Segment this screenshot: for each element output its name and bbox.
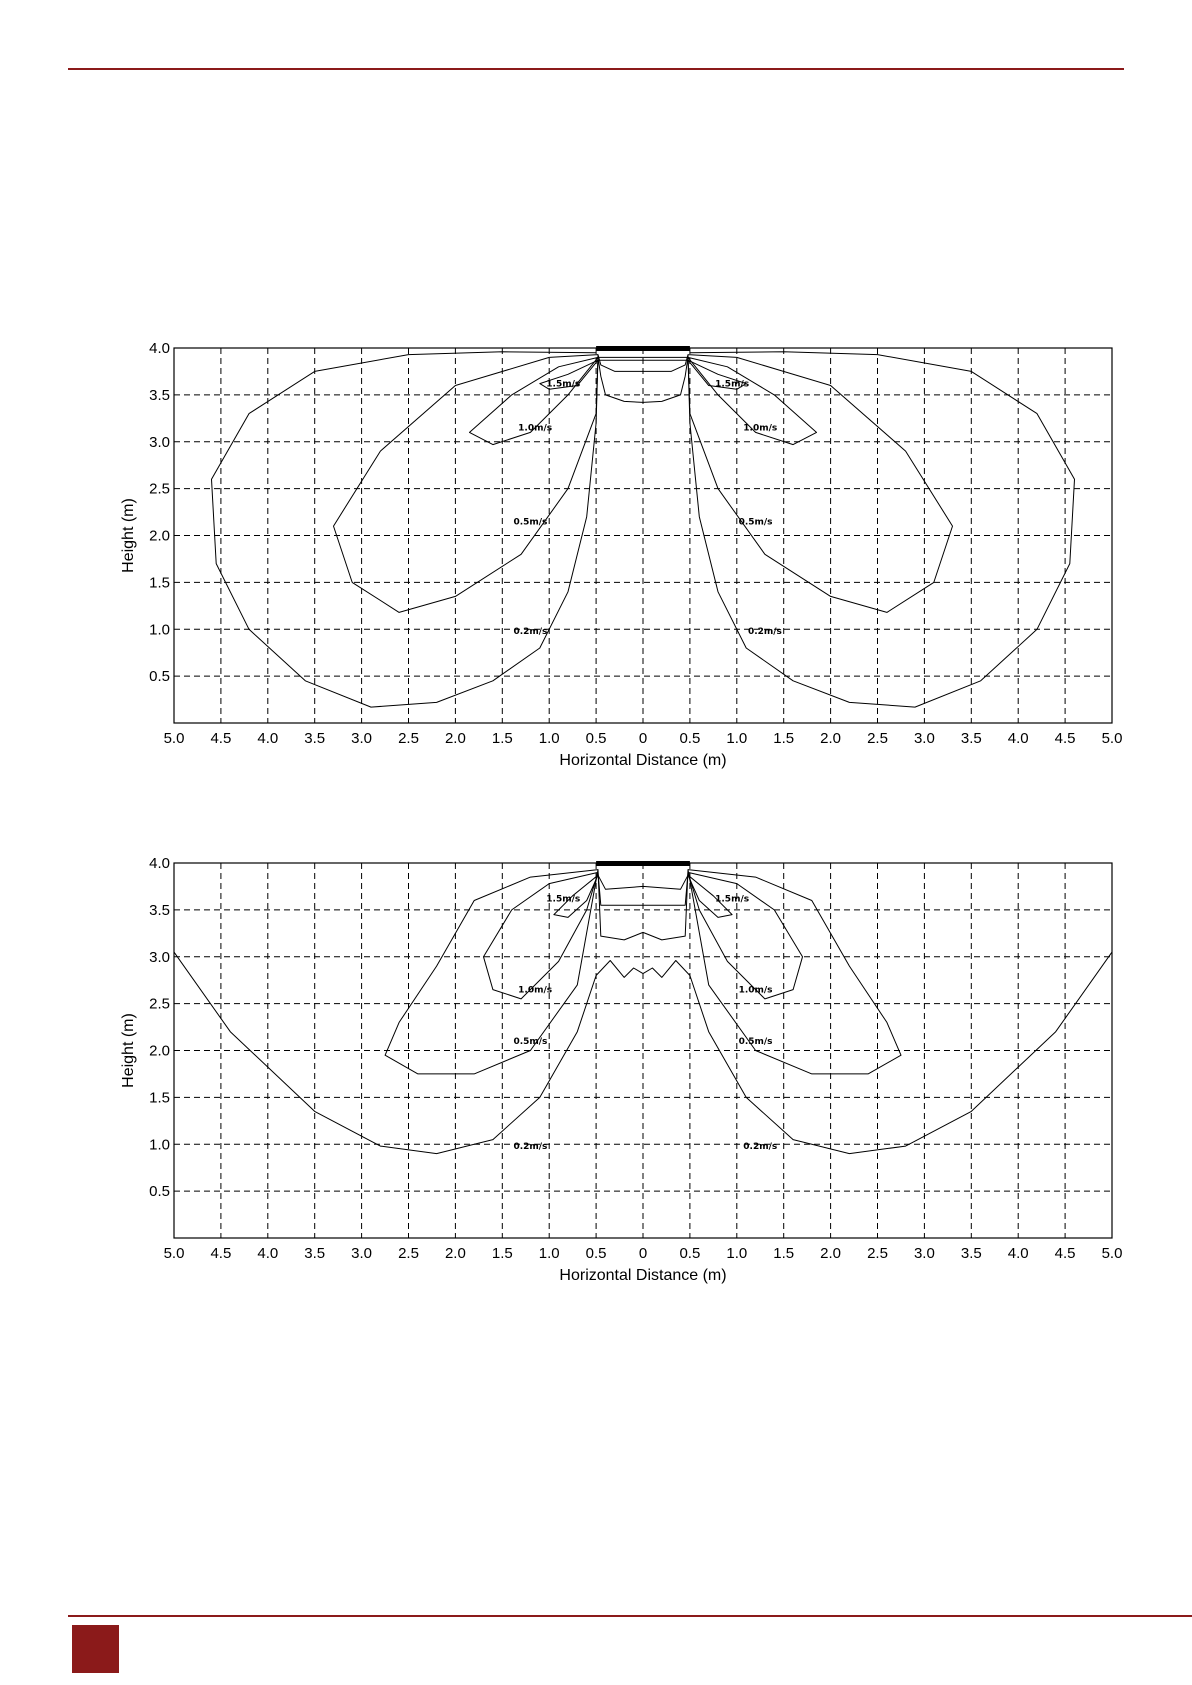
y-tick-label: 3.0 xyxy=(149,434,170,451)
contour-label: 1.5m/s xyxy=(546,895,580,905)
x-tick-label: 5.0 xyxy=(1102,1245,1123,1262)
y-tick-label: 0.5 xyxy=(149,1183,170,1200)
y-tick-label: 0.5 xyxy=(149,668,170,685)
contour-line xyxy=(469,356,817,446)
x-tick-label: 4.5 xyxy=(210,1245,231,1262)
contour-chart-1: 5.0 4.5 4.0 3.5 3.0 2.5 2.0 1.5 1.0 0.5 0 0.5 1.0 1.5… xyxy=(120,340,1123,769)
contour-label: 0.2m/s xyxy=(513,1142,547,1152)
contour-line xyxy=(173,951,1113,1155)
contour-line xyxy=(211,351,1075,708)
x-tick-label: 2.0 xyxy=(820,1245,841,1262)
air-curtain-source-bar xyxy=(596,861,690,866)
x-tick-label: 0.5 xyxy=(679,1245,700,1262)
x-tick-label: 5.0 xyxy=(164,730,185,747)
y-tick-label: 1.0 xyxy=(149,1136,170,1153)
contour-label: 0.2m/s xyxy=(743,1142,777,1152)
y-axis-label: Height (m) xyxy=(120,1013,137,1088)
x-tick-label: 4.0 xyxy=(257,730,278,747)
y-tick-label: 1.0 xyxy=(149,621,170,638)
contour-chart-2: 5.0 4.5 4.0 3.5 3.0 2.5 2.0 1.5 1.0 0.5 0 0.5 1.0 1.5… xyxy=(120,855,1123,1284)
y-tick-label: 3.0 xyxy=(149,949,170,966)
x-tick-label: 3.5 xyxy=(304,1245,325,1262)
contour-label: 0.5m/s xyxy=(513,517,547,527)
x-tick-label: 2.5 xyxy=(867,1245,888,1262)
contour-line xyxy=(483,871,803,1000)
x-tick-label: 0 xyxy=(639,730,647,747)
x-tick-label: 4.5 xyxy=(210,730,231,747)
x-tick-label: 2.0 xyxy=(445,730,466,747)
footer-rule xyxy=(68,1615,1192,1617)
x-tick-label: 4.0 xyxy=(1008,1245,1029,1262)
y-tick-label: 1.5 xyxy=(149,574,170,591)
x-tick-label: 3.5 xyxy=(961,1245,982,1262)
contour-label: 1.0m/s xyxy=(518,424,552,434)
x-tick-label: 3.0 xyxy=(351,730,372,747)
y-tick-label: 3.5 xyxy=(149,387,170,404)
x-axis-label: Horizontal Distance (m) xyxy=(559,752,726,769)
contour-label: 1.0m/s xyxy=(739,986,773,996)
y-tick-label: 4.0 xyxy=(149,340,170,357)
x-tick-label: 4.5 xyxy=(1055,730,1076,747)
x-tick-label: 2.5 xyxy=(867,730,888,747)
contour-label: 1.5m/s xyxy=(715,895,749,905)
contour-label: 0.5m/s xyxy=(739,517,773,527)
footer-marker xyxy=(72,1625,119,1673)
x-tick-label: 4.0 xyxy=(257,1245,278,1262)
y-tick-label: 2.0 xyxy=(149,1043,170,1060)
y-tick-label: 2.5 xyxy=(149,996,170,1013)
contour-line xyxy=(539,359,747,390)
x-tick-label: 2.0 xyxy=(445,1245,466,1262)
contour-label: 1.5m/s xyxy=(715,380,749,390)
y-tick-label: 3.5 xyxy=(149,902,170,919)
x-tick-label: 4.0 xyxy=(1008,730,1029,747)
contour-line xyxy=(333,354,953,613)
x-tick-label: 0.5 xyxy=(586,1245,607,1262)
x-tick-label: 1.5 xyxy=(773,730,794,747)
x-tick-label: 1.5 xyxy=(492,730,513,747)
air-curtain-source-bar xyxy=(596,346,690,351)
x-tick-label: 1.5 xyxy=(773,1245,794,1262)
x-tick-label: 3.5 xyxy=(961,730,982,747)
x-tick-label: 2.5 xyxy=(398,1245,419,1262)
contour-label: 0.5m/s xyxy=(739,1037,773,1047)
x-tick-label: 1.0 xyxy=(726,730,747,747)
x-tick-label: 3.0 xyxy=(351,1245,372,1262)
contour-line xyxy=(553,874,733,918)
contour-label: 1.5m/s xyxy=(546,380,580,390)
y-tick-label: 4.0 xyxy=(149,855,170,872)
y-tick-label: 2.5 xyxy=(149,481,170,498)
x-tick-label: 0 xyxy=(639,1245,647,1262)
contour-line xyxy=(384,869,902,1075)
header-rule xyxy=(68,68,1124,70)
x-tick-label: 3.0 xyxy=(914,730,935,747)
x-tick-label: 4.5 xyxy=(1055,1245,1076,1262)
x-tick-label: 1.5 xyxy=(492,1245,513,1262)
x-tick-label: 1.0 xyxy=(726,1245,747,1262)
x-tick-label: 0.5 xyxy=(679,730,700,747)
y-axis-label: Height (m) xyxy=(120,498,137,573)
x-tick-label: 1.0 xyxy=(539,1245,560,1262)
y-tick-label: 1.5 xyxy=(149,1089,170,1106)
x-tick-label: 0.5 xyxy=(586,730,607,747)
x-tick-label: 2.5 xyxy=(398,730,419,747)
x-tick-label: 1.0 xyxy=(539,730,560,747)
x-tick-label: 2.0 xyxy=(820,730,841,747)
x-tick-label: 5.0 xyxy=(1102,730,1123,747)
x-axis-label: Horizontal Distance (m) xyxy=(559,1267,726,1284)
contour-label: 0.2m/s xyxy=(748,627,782,637)
contour-label: 1.0m/s xyxy=(518,986,552,996)
contour-label: 1.0m/s xyxy=(743,424,777,434)
x-tick-label: 3.0 xyxy=(914,1245,935,1262)
contour-label: 0.2m/s xyxy=(513,627,547,637)
x-tick-label: 3.5 xyxy=(304,730,325,747)
y-tick-label: 2.0 xyxy=(149,528,170,545)
x-tick-label: 5.0 xyxy=(164,1245,185,1262)
contour-label: 0.5m/s xyxy=(513,1037,547,1047)
